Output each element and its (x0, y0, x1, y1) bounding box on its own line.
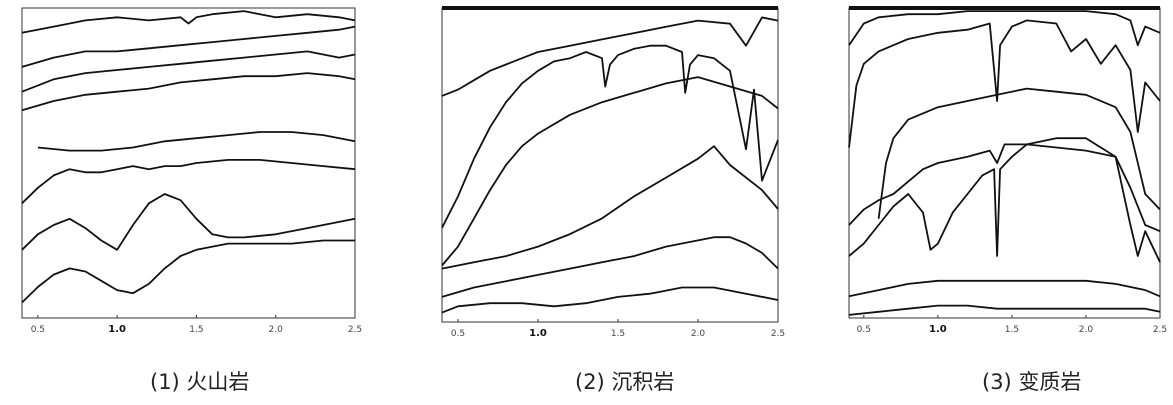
spectral-curve-1 (21, 10, 356, 34)
spectral-curve-1 (441, 16, 779, 97)
plot-frame (848, 7, 1161, 319)
spectral-curve-5 (441, 236, 779, 298)
spectral-curve-5 (848, 137, 1161, 263)
spectral-curve-7 (21, 193, 356, 251)
spectral-curve-7 (848, 304, 1161, 316)
spectral-curve-5 (37, 131, 356, 152)
spectral-curve-2 (441, 44, 779, 229)
spectral-curve-6 (21, 159, 356, 204)
x-tick-label: 2.5 (771, 329, 785, 339)
chart-title-sedimentary: (2) 沉积岩 (575, 370, 675, 394)
x-tick-label: 2.0 (691, 329, 706, 339)
x-tick-label: 1.5 (189, 325, 203, 335)
spectral-curve-2 (848, 19, 1161, 148)
panel-sedimentary: 0.5 1.0 1.5 2.0 2.5 (2) 沉积岩 (390, 0, 785, 405)
spectral-curve-6 (848, 279, 1161, 298)
x-tick-label: 0.5 (451, 329, 465, 339)
x-tick-label: 0.5 (857, 325, 871, 335)
x-tick-label: 2.5 (348, 325, 362, 335)
x-tick-label: 1.0 (929, 324, 947, 335)
spectral-curve-8 (21, 239, 355, 304)
spectral-curve-2 (21, 25, 356, 68)
x-tick-label: 2.0 (1079, 325, 1094, 335)
spectral-curve-4 (848, 143, 1161, 233)
x-tick-label: 1.5 (611, 329, 625, 339)
spectral-curve-6 (441, 286, 779, 314)
spectral-curve-3 (877, 87, 1161, 219)
chart-title-volcanic: (1) 火山岩 (150, 370, 250, 394)
spectral-curve-3 (21, 50, 356, 93)
plot-frame (21, 7, 356, 319)
panel-volcanic: 0.5 1.0 1.5 2.0 2.5 (1) 火山岩 (0, 0, 390, 405)
plot-frame (441, 7, 779, 323)
spectral-curve-3 (441, 76, 779, 267)
x-tick-label: 1.5 (1005, 325, 1019, 335)
x-tick-label: 0.5 (31, 325, 45, 335)
x-tick-label: 1.0 (108, 324, 126, 335)
spectral-curve-4 (441, 145, 779, 270)
spectral-curve-1 (848, 10, 1161, 47)
chart-volcanic: 0.5 1.0 1.5 2.0 2.5 (21, 7, 362, 335)
x-tick-label: 2.0 (269, 325, 284, 335)
x-tick-label: 2.5 (1153, 325, 1167, 335)
chart-metamorphic: 0.5 1.0 1.5 2.0 2.5 (848, 6, 1167, 335)
spectral-curve-4 (21, 72, 356, 112)
panel-metamorphic: 0.5 1.0 1.5 2.0 2.5 (3) 变质岩 (785, 0, 1173, 405)
x-tick-label: 1.0 (529, 328, 547, 339)
chart-sedimentary: 0.5 1.0 1.5 2.0 2.5 (441, 6, 785, 339)
chart-title-metamorphic: (3) 变质岩 (982, 370, 1082, 394)
